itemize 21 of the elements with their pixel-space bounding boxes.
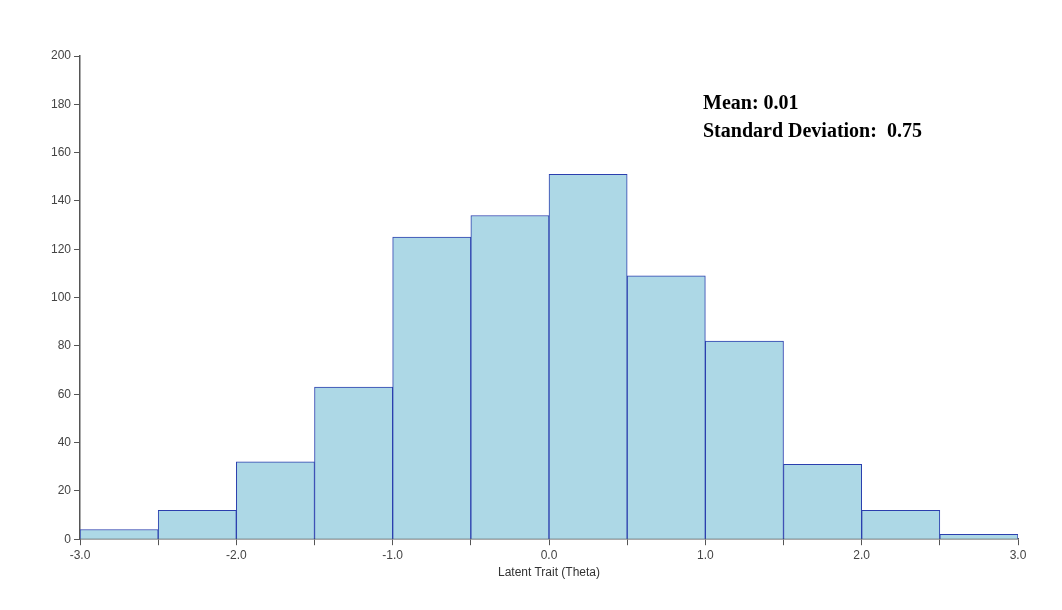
y-tick-label: 80 [57, 338, 72, 353]
y-tick-label: 40 [57, 434, 72, 449]
y-tick-label: 180 [50, 96, 72, 111]
x-tick-label: -1.0 [382, 547, 404, 562]
x-tick-label: 0.0 [540, 547, 558, 562]
x-tick-label: -3.0 [69, 547, 91, 562]
y-tick-label: 20 [57, 483, 72, 498]
annotation: Mean: 0.01 [703, 90, 800, 115]
x-tick-label: 2.0 [853, 547, 871, 562]
y-tick-label: 100 [50, 289, 72, 304]
y-tick-label: 140 [50, 193, 72, 208]
y-tick-label: 160 [50, 144, 72, 159]
y-tick-label: 120 [50, 241, 72, 256]
x-axis-title: Latent Trait (Theta) [497, 565, 601, 580]
x-tick-label: 1.0 [697, 547, 714, 562]
x-tick-label: -2.0 [226, 547, 248, 562]
y-tick-label: 0 [64, 531, 72, 546]
y-tick-label: 60 [57, 386, 72, 401]
annotation: Standard Deviation: 0.75 [703, 118, 922, 143]
x-tick-label: 3.0 [1009, 547, 1027, 562]
y-tick-label: 200 [50, 48, 72, 63]
